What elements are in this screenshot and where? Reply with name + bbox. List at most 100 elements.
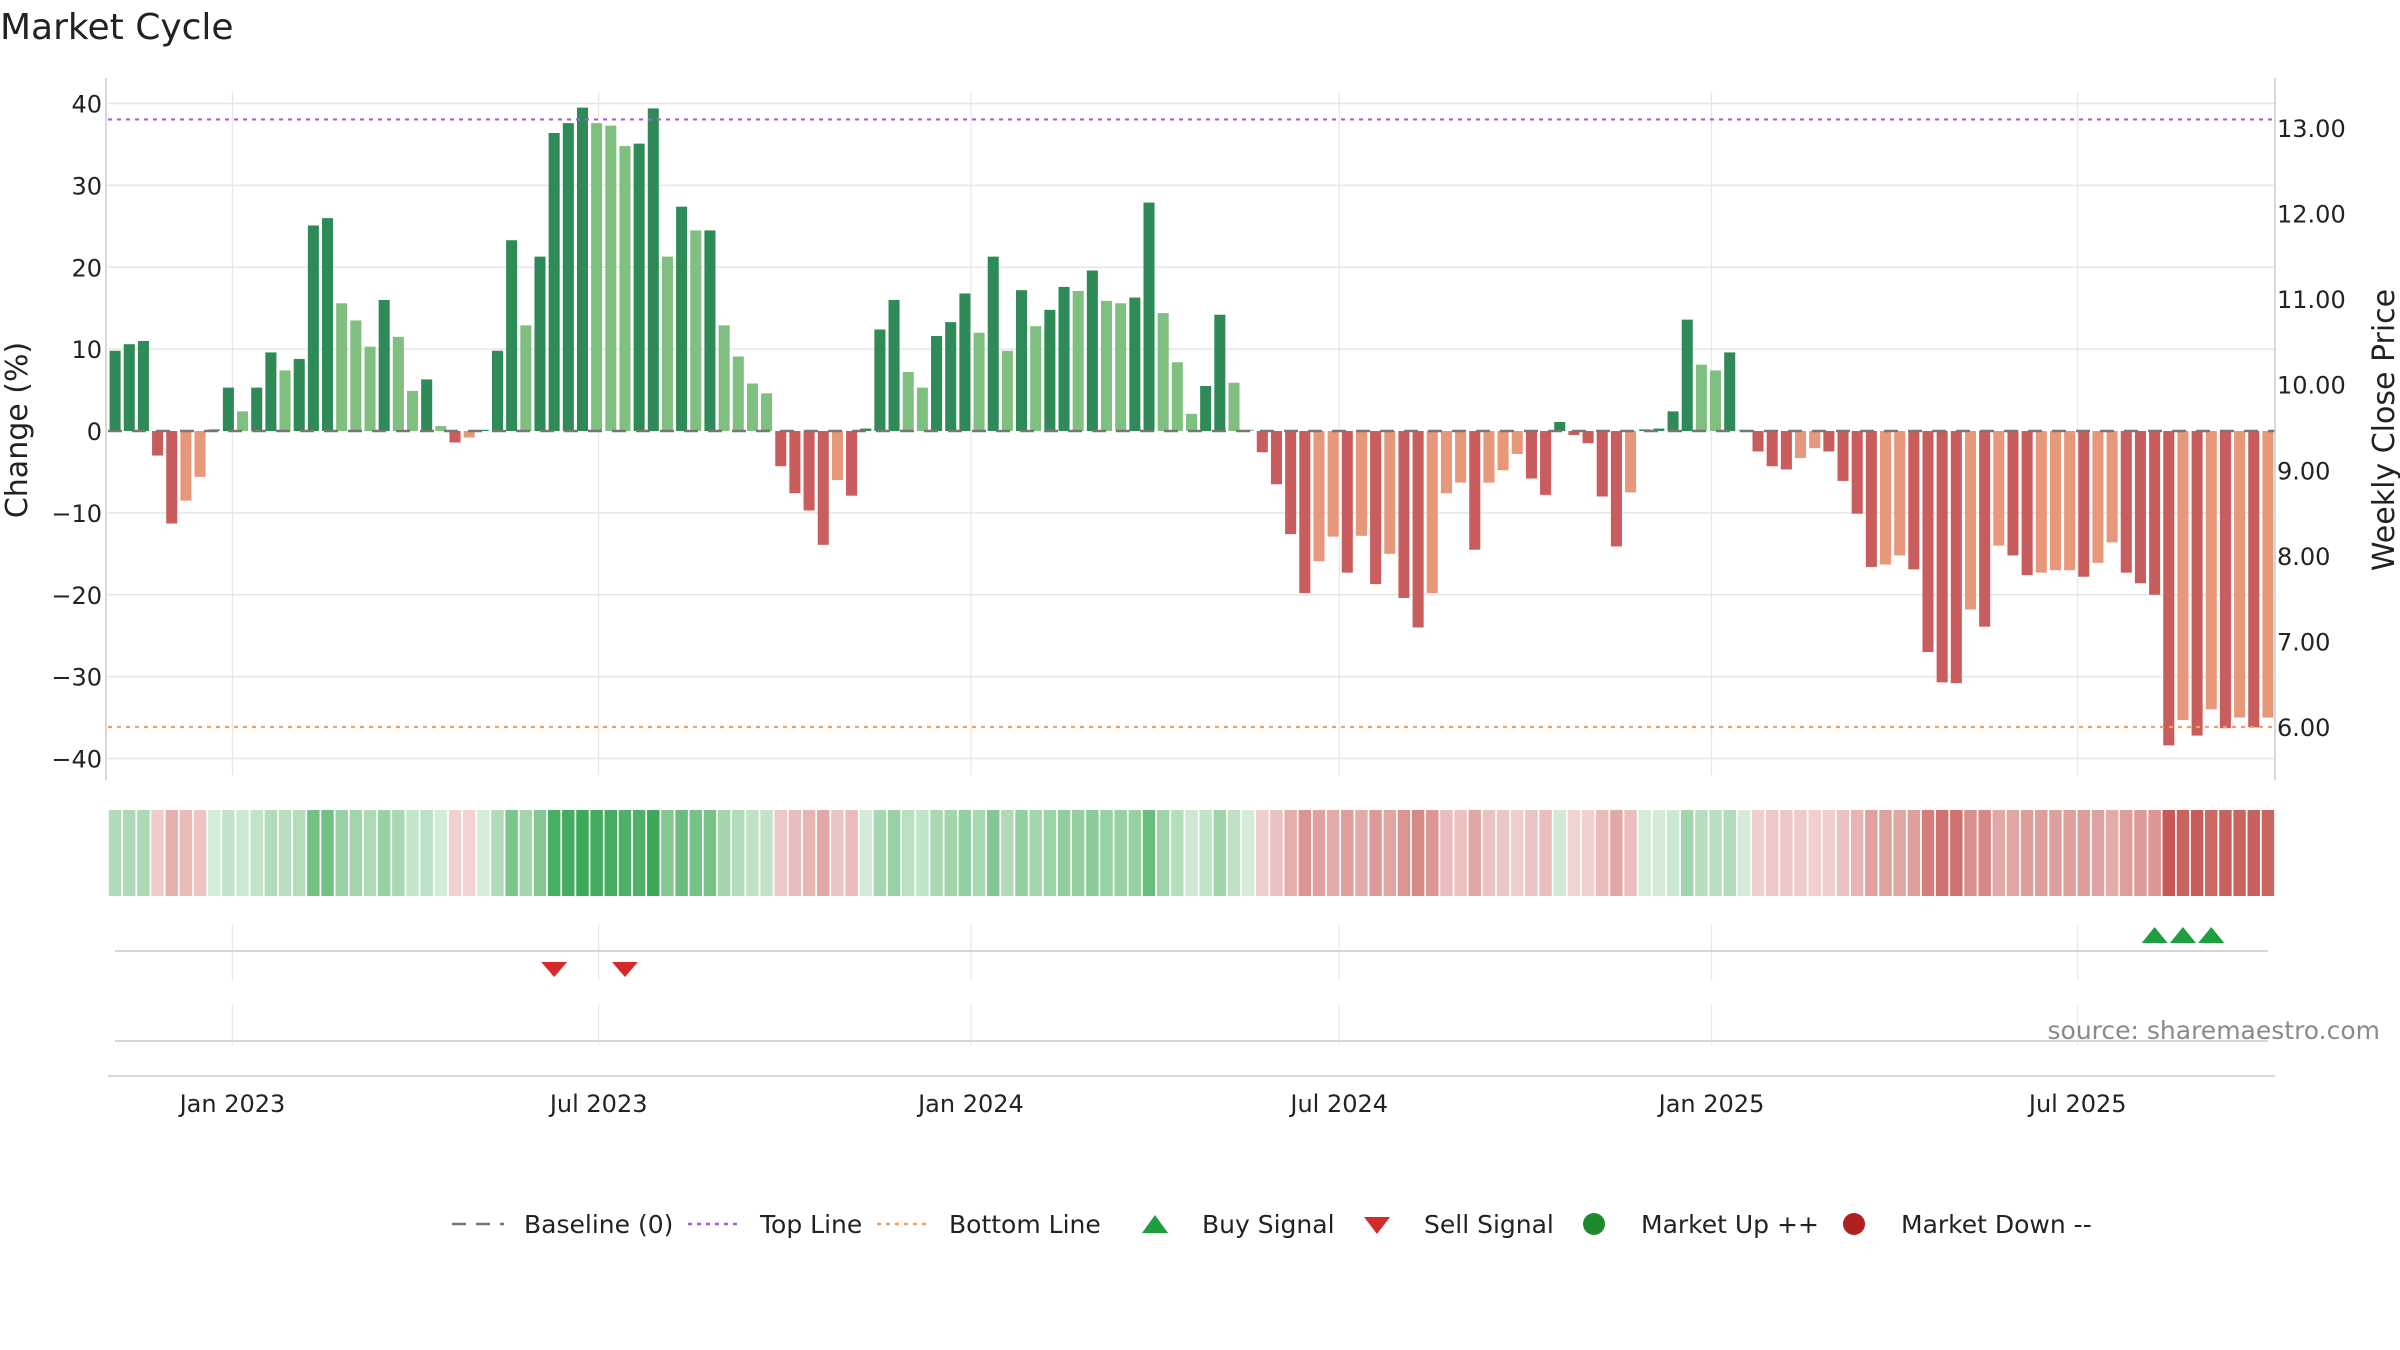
legend-item: Bottom Line [877,1210,1101,1239]
change-bar [364,346,376,431]
change-bar [2134,431,2146,584]
legend-label: Bottom Line [949,1210,1101,1239]
heat-cell [179,810,193,896]
change-bar [661,256,673,431]
heat-cell [151,810,164,896]
heat-cell [873,810,887,896]
change-bar [619,146,631,431]
change-bar [1384,431,1396,554]
change-bar [1058,286,1070,431]
change-bar [435,426,447,431]
change-bar [1610,431,1622,547]
change-bar [1129,297,1141,431]
change-bar [2106,431,2118,543]
heat-cell [1142,810,1156,896]
change-bar [421,379,433,431]
heat-cell [448,810,462,896]
heat-cell [859,810,872,896]
change-bar [1412,431,1424,628]
heat-cell [1666,810,1680,896]
heat-cell [1836,810,1850,896]
change-bar [2064,431,2076,571]
heat-cell [2205,810,2218,896]
change-bar [633,143,645,431]
heat-cell [2091,810,2105,896]
change-bar [1355,431,1367,536]
heat-cell [2006,810,2020,896]
heat-cell [1950,810,1963,896]
change-bar [1228,382,1240,431]
heat-cell [462,810,476,896]
heat-cell [406,810,419,896]
heat-cell [1496,810,1510,896]
heat-cell [1199,810,1212,896]
change-bar [831,431,843,481]
change-bar [817,431,829,545]
heat-cell [1935,810,1949,896]
heat-cell [986,810,1000,896]
heat-cell [1114,810,1127,896]
change-bar [1568,431,1580,436]
change-bar [1554,421,1566,431]
heat-cell [137,810,150,896]
heat-cell [2176,810,2190,896]
y2-tick-label: 8.00 [2277,543,2330,571]
heat-cell [562,810,575,896]
change-bar [1256,431,1268,453]
change-bar [718,325,730,431]
heat-cell [2219,810,2232,896]
change-bar [180,431,192,501]
y-tick-label: 30 [71,172,102,200]
heat-cell [1326,810,1340,896]
change-bar [336,303,348,431]
change-bar [1398,431,1410,599]
change-bar [732,356,744,431]
change-bar [109,350,121,431]
heat-cell [1921,810,1935,896]
heat-cell [1057,810,1071,896]
heat-cell [1567,810,1581,896]
change-bar [647,108,659,431]
change-bar [2021,431,2033,576]
change-bar [605,125,617,432]
heat-cell [1426,810,1439,896]
change-bar [1823,431,1835,452]
heat-cell [689,810,703,896]
change-bar [704,230,716,431]
heat-cell [732,810,745,896]
heat-cell [2134,810,2147,896]
change-bar [945,322,957,431]
y2-tick-label: 13.00 [2277,115,2346,143]
heat-cell [1341,810,1354,896]
heat-cell [335,810,348,896]
change-bar [1667,411,1679,431]
change-bar [1030,326,1042,431]
x-axis-ticks: Jan 2023 Jul 2023 Jan 2024 Jul 2024 Jan 2025… [178,1090,2127,1118]
change-bar [1681,319,1693,431]
heat-cell [1879,810,1892,896]
heat-cell [2077,810,2091,896]
heat-cell [1440,810,1453,896]
change-bar [1922,431,1934,653]
heat-cell [491,810,504,896]
heat-cell [1751,810,1765,896]
heat-cell [618,810,632,896]
heat-cell [2261,810,2275,896]
heat-cell [802,810,816,896]
y2-tick-label: 7.00 [2277,628,2330,656]
heat-cell [1511,810,1524,896]
change-bar [2049,431,2061,571]
heat-cell [1581,810,1595,896]
x-tick-label: Jan 2024 [916,1090,1024,1118]
x-tick-label: Jan 2023 [178,1090,286,1118]
heat-cell [831,810,844,896]
heat-cell [1850,810,1864,896]
heat-cell [2162,810,2175,896]
change-bar [888,300,900,431]
heat-cell [632,810,646,896]
heat-cell [1893,810,1906,896]
change-bar [1894,431,1906,556]
heat-cell [207,810,221,896]
heat-cell [817,810,830,896]
y-tick-label: 40 [71,91,102,119]
